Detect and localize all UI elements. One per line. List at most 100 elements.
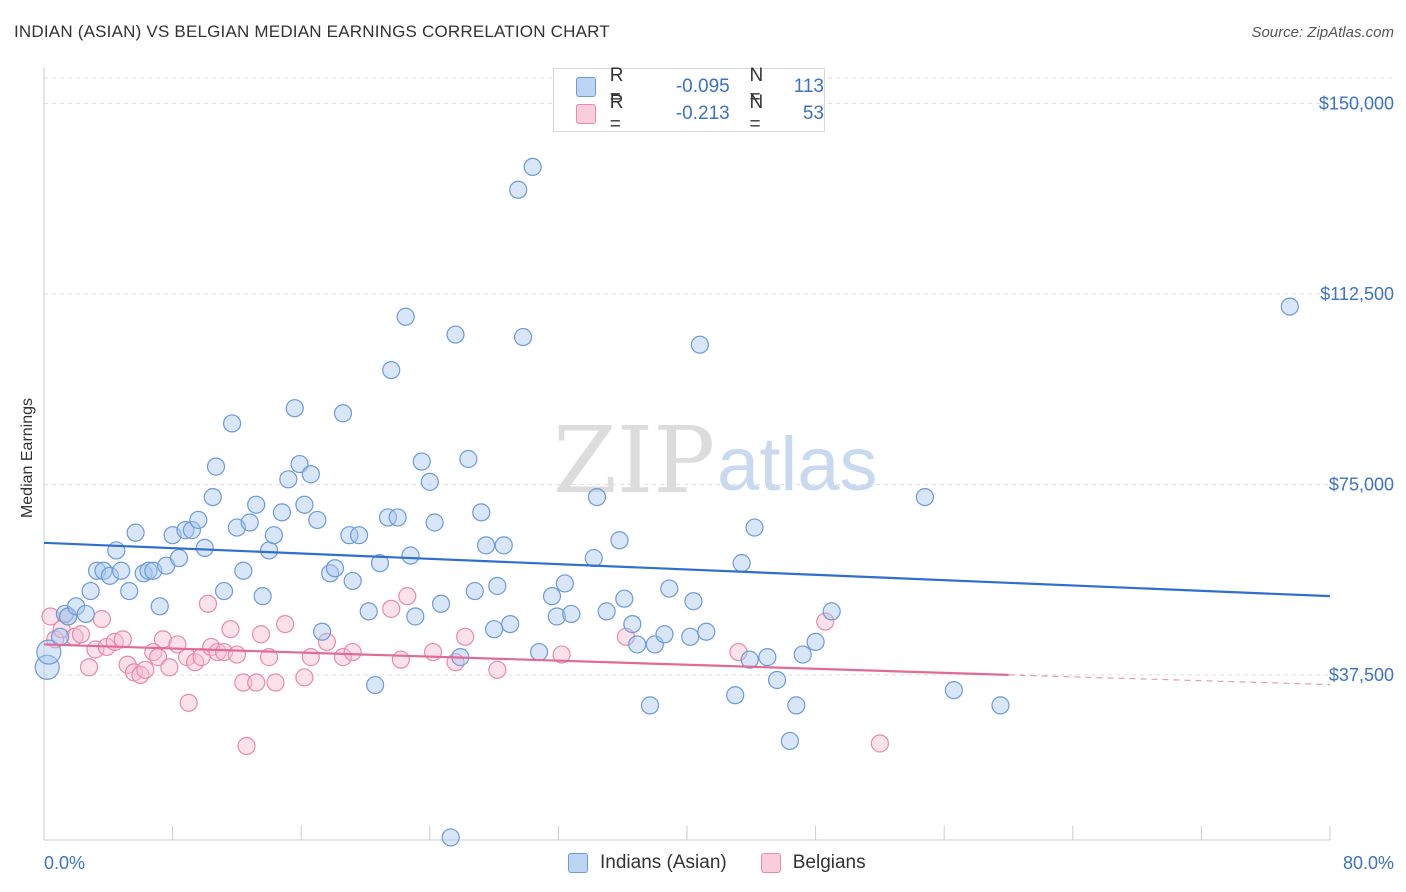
trend-line-indians-asian [43, 541, 1331, 598]
data-point-indians-asian [740, 650, 759, 669]
data-point-indians-asian [446, 325, 465, 344]
data-point-indians-asian [485, 620, 504, 639]
legend-row-belgians: R = -0.213 N = 53 [576, 92, 824, 135]
data-point-indians-asian [684, 592, 703, 611]
data-point-indians-asian [513, 327, 533, 347]
data-point-indians-asian [465, 581, 484, 601]
data-point-indians-asian [793, 645, 812, 664]
trend-lines [43, 541, 1331, 686]
data-point-belgians [234, 673, 253, 692]
data-point-indians-asian [758, 648, 777, 667]
data-point-indians-asian [530, 642, 549, 662]
data-point-belgians [92, 609, 111, 629]
data-point-indians-asian [150, 597, 169, 616]
data-point-indians-asian [401, 546, 420, 565]
series-legend-belgians: Belgians [760, 852, 866, 874]
data-point-indians-asian [690, 335, 709, 354]
data-point-indians-asian [333, 404, 353, 423]
trend-line-belgians-extension [1008, 674, 1331, 686]
data-point-indians-asian [396, 307, 415, 326]
data-point-indians-asian [169, 548, 189, 568]
data-point-indians-asian [67, 597, 86, 616]
chart-source: Source: ZipAtlas.com [1251, 24, 1394, 41]
data-point-indians-asian [139, 561, 158, 580]
data-point-belgians [301, 648, 320, 667]
data-point-indians-asian [991, 696, 1010, 715]
y-tick-label: $112,500 [1320, 284, 1394, 304]
data-point-indians-asian [806, 632, 825, 651]
data-point-indians-asian [412, 452, 431, 471]
data-point-indians-asian [655, 625, 674, 644]
data-point-indians-asian [340, 526, 359, 545]
data-point-indians-asian [732, 554, 751, 573]
data-point-belgians [227, 645, 246, 664]
data-point-indians-asian [343, 571, 362, 591]
data-point-indians-asian [325, 559, 345, 578]
data-point-indians-asian [587, 488, 607, 507]
y-tick-label: $150,000 [1319, 93, 1394, 113]
data-point-indians-asian [459, 449, 478, 469]
data-point-indians-asian [290, 454, 309, 474]
data-point-indians-asian [312, 622, 332, 641]
legend-n-label: N = [749, 92, 764, 135]
data-point-belgians [71, 625, 91, 644]
data-point-indians-asian [542, 587, 562, 606]
data-point-belgians [266, 673, 285, 692]
data-point-belgians [870, 734, 890, 753]
data-point-indians-asian [944, 681, 963, 700]
data-point-indians-asian [195, 538, 214, 558]
series-legend-indians: Indians (Asian) [568, 852, 727, 874]
data-point-indians-asian [388, 508, 407, 527]
x-tick-labels: 0.0% 80.0% [44, 853, 1394, 873]
legend-swatch-pink [576, 104, 596, 124]
legend-r-label: R = [609, 65, 624, 108]
data-point-indians-asian [349, 526, 369, 545]
data-point-indians-asian [660, 579, 679, 598]
data-point-belgians [208, 642, 227, 662]
data-point-indians-asian [112, 561, 131, 580]
legend-n-value: 53 [802, 103, 824, 124]
data-point-indians-asian [915, 488, 935, 507]
x-tick-label: 0.0% [44, 853, 85, 873]
data-point-indians-asian [822, 602, 841, 621]
data-point-indians-asian [628, 635, 647, 654]
data-point-belgians [198, 594, 218, 613]
data-point-indians-asian [476, 536, 496, 555]
correlation-legend: R = -0.095 N = 113 R = -0.213 N = 53 [553, 65, 825, 135]
data-point-indians-asian [189, 510, 208, 530]
data-point-belgians [382, 599, 401, 618]
data-point-indians-asian [610, 531, 629, 550]
data-point-belgians [237, 736, 256, 756]
data-point-indians-asian [547, 607, 566, 626]
chart-title: INDIAN (ASIAN) VS BELGIAN MEDIAN EARNING… [14, 22, 610, 41]
data-point-indians-asian [562, 604, 581, 624]
data-point-belgians [79, 658, 99, 677]
data-point-indians-asian [555, 574, 574, 593]
data-point-belgians [456, 627, 475, 646]
watermark: ZIP atlas [553, 407, 878, 514]
data-point-indians-asian [36, 639, 62, 665]
data-point-belgians [259, 648, 279, 667]
data-point-belgians [317, 632, 337, 651]
data-point-indians-asian [726, 686, 745, 705]
data-point-belgians [113, 630, 132, 649]
gridlines [44, 77, 1395, 676]
data-point-indians-asian [366, 675, 385, 695]
data-point-belgians [160, 658, 179, 677]
legend-swatch-blue [576, 77, 596, 97]
data-point-indians-asian [523, 157, 542, 176]
legend-r-label: R = [609, 92, 624, 135]
data-point-indians-asian [623, 614, 642, 634]
data-point-indians-asian [597, 602, 616, 621]
data-point-belgians [251, 625, 271, 644]
data-point-belgians [247, 673, 266, 692]
data-point-indians-asian [247, 495, 266, 514]
data-point-indians-asian [214, 581, 234, 601]
y-tick-labels: $37,500 $75,000 $112,500 $150,000 [1319, 93, 1394, 685]
data-point-indians-asian [615, 589, 634, 608]
data-point-indians-asian [259, 541, 279, 560]
legend-n-value: 113 [793, 76, 824, 97]
data-point-belgians [41, 607, 60, 626]
data-point-indians-asian [584, 548, 603, 568]
data-point-indians-asian [206, 457, 226, 476]
